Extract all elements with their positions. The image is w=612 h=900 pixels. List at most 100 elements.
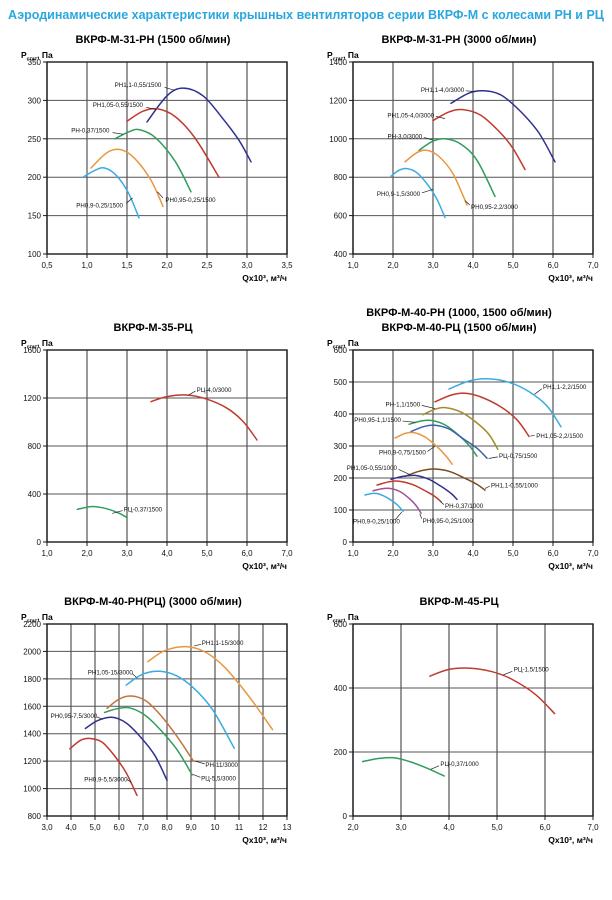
series-label: РН0,9-1,5/3000 bbox=[377, 191, 421, 198]
series-label: РН-1,1/1500 bbox=[385, 401, 420, 408]
series-label-leader bbox=[402, 420, 416, 423]
x-axis-label: Qх10³, м³/ч bbox=[548, 835, 593, 845]
plot-border bbox=[46, 61, 288, 255]
series-curve bbox=[376, 480, 442, 503]
series-label: РЦ-0,37/1500 bbox=[124, 507, 163, 514]
series-curve bbox=[84, 716, 168, 782]
series-curve bbox=[404, 468, 486, 491]
series-curve bbox=[106, 695, 195, 762]
plot-border bbox=[352, 623, 594, 817]
plot-area: 1,0 2,0 3,0 4,0 5,0 6,0 7,0 0 100 200 300 400 500 600… bbox=[313, 336, 605, 574]
series-label-leader bbox=[484, 485, 490, 489]
series-label: РН-11/3000 bbox=[205, 762, 238, 769]
plot-area: 1,0 2,0 3,0 4,0 5,0 6,0 7,0 0 400 800 1200 1600 Рста… bbox=[7, 336, 299, 574]
series-label: РН0,9-5,5/3000 bbox=[84, 777, 128, 784]
y-tick-label: 300 bbox=[334, 442, 348, 451]
y-tick-label: 1800 bbox=[23, 675, 41, 684]
series-curve bbox=[432, 108, 526, 171]
series-curve bbox=[404, 149, 468, 206]
series-label: РН-0,37/1500 bbox=[71, 127, 110, 134]
y-tick-label: 400 bbox=[334, 684, 348, 693]
y-axis-label: Рстат, Па bbox=[327, 612, 359, 625]
y-tick-label: 1000 bbox=[23, 785, 41, 794]
chart-vkrf-m-40-rn-rc-3000: ВКРФ-М-40-РН(РЦ) (3000 об/мин) 3,0 4,0 5,0… bbox=[0, 582, 306, 848]
series-curve bbox=[146, 87, 252, 163]
series-label-leader bbox=[464, 200, 471, 206]
x-tick-label: 1,0 bbox=[347, 549, 359, 558]
series-label-leader bbox=[421, 188, 434, 194]
series-label-leader bbox=[126, 778, 132, 783]
series-curve bbox=[147, 645, 274, 731]
x-tick-label: 3,0 bbox=[121, 549, 133, 558]
chart-canvas: 1,0 2,0 3,0 4,0 5,0 6,0 7,0 0 400 800 1200 1600Рста… bbox=[21, 338, 293, 571]
series-label-leader bbox=[146, 106, 157, 110]
y-tick-label: 1200 bbox=[23, 757, 41, 766]
y-tick-label: 100 bbox=[28, 250, 42, 259]
series-label: РЦ-0,75/1500 bbox=[499, 453, 538, 460]
chart-title: ВКРФ-М-31-РН (3000 об/мин) bbox=[381, 34, 537, 47]
y-tick-label: 0 bbox=[37, 538, 42, 547]
y-tick-label: 150 bbox=[28, 212, 42, 221]
y-tick-label: 0 bbox=[343, 812, 348, 821]
x-tick-label: 2,5 bbox=[201, 261, 213, 270]
x-axis-label: Qх10³, м³/ч bbox=[548, 273, 593, 283]
y-tick-label: 600 bbox=[334, 212, 348, 221]
x-tick-label: 2,0 bbox=[387, 549, 399, 558]
y-tick-label: 1200 bbox=[23, 394, 41, 403]
x-axis-label: Qх10³, м³/ч bbox=[548, 561, 593, 571]
series-label-leader bbox=[157, 191, 164, 199]
series-label-leader bbox=[435, 115, 446, 119]
y-tick-label: 800 bbox=[28, 812, 42, 821]
y-tick-label: 600 bbox=[334, 620, 348, 629]
series-curve bbox=[114, 128, 192, 193]
plot-area: 2,0 3,0 4,0 5,0 6,0 7,0 0 200 400 600 Рстат, Па Qх1… bbox=[313, 610, 605, 848]
x-tick-label: 6,0 bbox=[547, 549, 559, 558]
x-tick-label: 7,0 bbox=[137, 823, 149, 832]
y-tick-label: 1600 bbox=[23, 702, 41, 711]
x-tick-label: 6,0 bbox=[113, 823, 125, 832]
y-tick-label: 350 bbox=[28, 58, 42, 67]
series-label: РН0,9-0,25/1500 bbox=[76, 203, 123, 210]
chart-title-wrap: ВКРФ-М-35-РЦ bbox=[114, 294, 193, 336]
y-tick-label: 800 bbox=[28, 442, 42, 451]
series-curve bbox=[364, 492, 404, 513]
chart-title-line2: ВКРФ-М-40-РЦ (1500 об/мин) bbox=[381, 322, 537, 335]
chart-title-wrap: ВКРФ-М-31-РН (3000 об/мин) bbox=[382, 28, 537, 48]
series-label-leader bbox=[419, 513, 423, 519]
series-label: РН0,95-1,1/1500 bbox=[354, 417, 401, 424]
chart-vkrf-m-31-rn-1500: ВКРФ-М-31-РН (1500 об/мин) 0,5 1,0 1,5 2,0 2… bbox=[0, 28, 306, 286]
y-axis-label: Рстат, Па bbox=[327, 338, 359, 351]
chart-canvas: 1,0 2,0 3,0 4,0 5,0 6,0 7,0 0 100 200 300 400 500 600… bbox=[327, 338, 599, 571]
x-tick-label: 7,0 bbox=[587, 823, 599, 832]
series-curve bbox=[390, 474, 458, 501]
x-tick-label: 0,5 bbox=[41, 261, 53, 270]
series-label-leader bbox=[194, 643, 202, 647]
plot-border bbox=[352, 61, 594, 255]
x-tick-label: 2,0 bbox=[81, 549, 93, 558]
plot-area: 1,0 2,0 3,0 4,0 5,0 6,0 7,0 400 600 800 1000 1200 14… bbox=[313, 48, 605, 286]
y-tick-label: 1600 bbox=[23, 346, 41, 355]
x-tick-label: 2,0 bbox=[387, 261, 399, 270]
series-label: РН0,9-0,75/1500 bbox=[379, 450, 426, 457]
y-tick-label: 400 bbox=[334, 250, 348, 259]
x-tick-label: 9,0 bbox=[185, 823, 197, 832]
x-tick-label: 1,5 bbox=[121, 261, 133, 270]
x-tick-label: 1,0 bbox=[41, 549, 53, 558]
y-tick-label: 400 bbox=[334, 410, 348, 419]
y-tick-label: 1000 bbox=[329, 135, 347, 144]
charts-grid: ВКРФ-М-31-РН (1500 об/мин) 0,5 1,0 1,5 2,0 2… bbox=[0, 28, 612, 848]
x-tick-label: 7,0 bbox=[587, 549, 599, 558]
x-tick-label: 4,0 bbox=[467, 261, 479, 270]
series-label: РН-3,0/3000 bbox=[387, 133, 422, 140]
x-tick-label: 2,0 bbox=[347, 823, 359, 832]
y-tick-label: 600 bbox=[334, 346, 348, 355]
series-curve bbox=[450, 89, 556, 163]
y-tick-label: 1400 bbox=[23, 730, 41, 739]
y-tick-label: 250 bbox=[28, 135, 42, 144]
chart-vkrf-m-35-rc: ВКРФ-М-35-РЦ 1,0 2,0 3,0 4,0 5,0 6,0 7,0 0 400 80… bbox=[0, 294, 306, 574]
x-axis-label: Qх10³, м³/ч bbox=[242, 273, 287, 283]
x-tick-label: 1,0 bbox=[81, 261, 93, 270]
series-label-leader bbox=[112, 132, 124, 135]
x-tick-label: 11 bbox=[235, 823, 244, 832]
series-label: РН1,1-2,2/1500 bbox=[543, 384, 587, 391]
